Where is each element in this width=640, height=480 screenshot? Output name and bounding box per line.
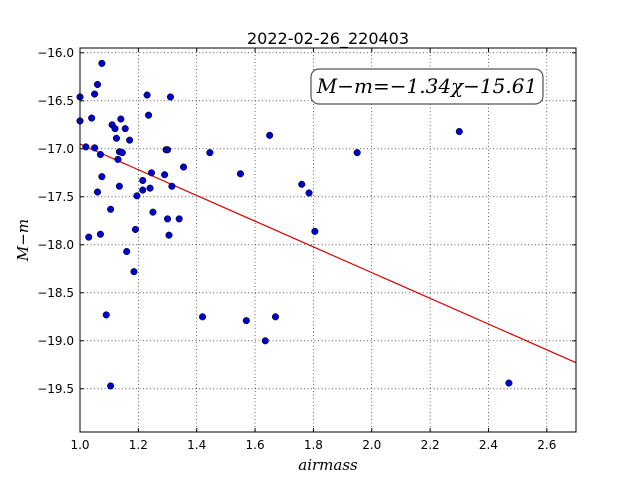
x-tick-label: 1.4 [187, 438, 206, 452]
data-point [107, 205, 115, 213]
data-point [271, 313, 280, 321]
data-point [98, 59, 106, 67]
data-point [98, 173, 106, 181]
data-point [112, 134, 121, 142]
x-axis-label: airmass [298, 456, 358, 474]
data-point [455, 127, 463, 136]
data-point [206, 149, 214, 157]
data-point [88, 114, 96, 122]
data-point [168, 182, 176, 190]
data-point [261, 337, 269, 345]
x-tick-label: 1.0 [70, 438, 89, 452]
x-tick-label: 2.4 [479, 438, 498, 452]
data-point [107, 382, 115, 390]
data-point [161, 171, 169, 179]
data-point [149, 208, 157, 216]
data-point [93, 188, 102, 196]
data-point [93, 80, 102, 89]
data-point [180, 163, 188, 171]
data-point [166, 93, 174, 101]
data-point [175, 215, 183, 223]
y-tick-label: −17.5 [37, 190, 74, 204]
data-point [139, 176, 147, 185]
data-point [96, 230, 104, 238]
x-tick-label: 2.6 [537, 438, 556, 452]
data-point [147, 169, 156, 177]
grid [80, 48, 576, 432]
data-point [102, 311, 110, 319]
data-point [163, 146, 172, 154]
data-point [236, 170, 245, 178]
fit-equation-label: M−m=−1.34χ−15.61 [316, 74, 537, 98]
y-tick-label: −19.5 [37, 382, 74, 396]
data-point [118, 149, 126, 157]
data-point [146, 184, 154, 192]
y-tick-label: −16.5 [37, 94, 74, 108]
data-point [82, 143, 90, 151]
data-point [198, 313, 207, 321]
data-point [298, 180, 306, 188]
data-point [242, 317, 250, 325]
data-point [96, 151, 104, 159]
data-point [123, 247, 131, 256]
plot-frame [79, 47, 577, 433]
data-point [305, 189, 313, 197]
data-point [114, 155, 122, 163]
data-point [505, 379, 513, 387]
data-point [266, 131, 274, 139]
fit-line-layer [79, 143, 577, 364]
data-point [131, 225, 139, 233]
fit-line [79, 143, 577, 364]
y-axis-label: M−m [14, 219, 32, 262]
y-tick-label: −16.0 [37, 46, 74, 60]
data-point [126, 136, 134, 144]
chart-title: 2022-02-26_220403 [247, 29, 409, 49]
x-tick-label: 2.0 [362, 438, 381, 452]
data-point [91, 144, 99, 152]
fit-equation-box: M−m=−1.34χ−15.61 [310, 68, 544, 105]
x-tick-label: 1.8 [304, 438, 323, 452]
data-point [139, 186, 147, 194]
data-point [145, 111, 153, 119]
data-point [117, 115, 125, 123]
data-point [111, 125, 119, 133]
data-point [353, 149, 361, 157]
data-point [163, 215, 172, 223]
axis-ticks: 1.0 1.2 1.4 1.6 1.8 2.0 2.2 2.4 2.6 −16.0 −16.5 −17… [37, 46, 576, 452]
data-point [85, 233, 93, 241]
data-point [121, 125, 129, 133]
y-tick-label: −18.0 [37, 238, 74, 252]
data-point [115, 182, 123, 190]
x-tick-label: 1.2 [129, 438, 148, 452]
y-tick-label: −19.0 [37, 334, 74, 348]
data-point [133, 192, 141, 200]
x-tick-label: 1.6 [246, 438, 265, 452]
y-tick-label: −17.0 [37, 142, 74, 156]
data-point [130, 268, 138, 276]
data-point [143, 91, 151, 99]
data-point [165, 231, 173, 239]
data-point [311, 227, 319, 235]
y-tick-label: −18.5 [37, 286, 74, 300]
data-points [76, 59, 513, 390]
data-point [91, 90, 99, 98]
x-tick-label: 2.2 [421, 438, 440, 452]
